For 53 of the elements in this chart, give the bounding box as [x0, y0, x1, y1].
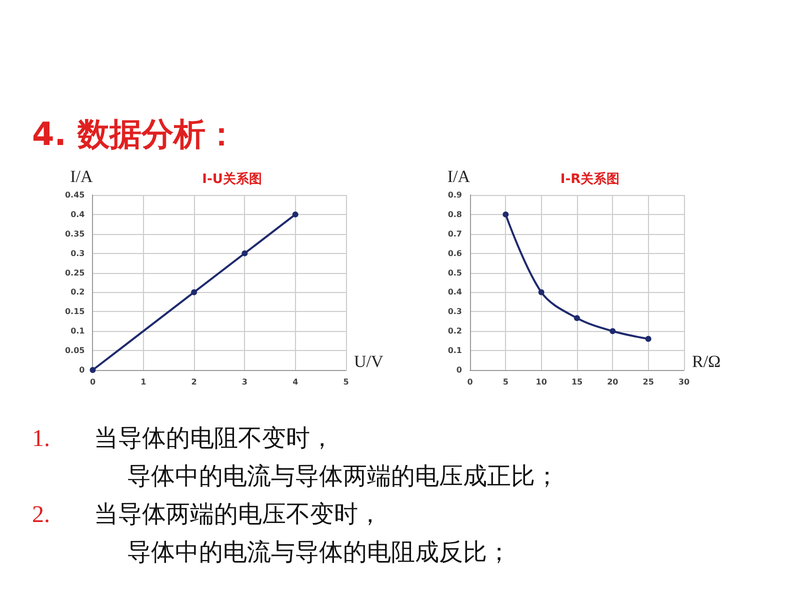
x-tick-label: 1 — [140, 378, 147, 386]
y-tick-label: 0.4 — [448, 288, 462, 297]
x-axis-title: U/V — [354, 352, 384, 371]
y-tick-label: 0.05 — [64, 346, 86, 356]
y-tick-label: 0.2 — [448, 326, 462, 336]
y-tick-label: 0.6 — [448, 248, 462, 258]
y-tick-label: 0.25 — [64, 268, 86, 278]
y-tick-label: 0.3 — [448, 307, 462, 316]
y-tick-label: 0.7 — [448, 229, 462, 238]
text: 导体中的电流与导体两端的电压成正比； — [126, 462, 559, 492]
point — [502, 211, 509, 218]
x-axis-title: R/Ω — [692, 352, 721, 371]
x-tick-label: 3 — [242, 378, 248, 386]
y-tick-label: 0.3 — [70, 248, 85, 258]
x-tick-label: 0 — [90, 378, 96, 386]
text: 1. 当导体的电阻不变时， — [32, 426, 334, 452]
x-tick-label: 4 — [292, 378, 299, 386]
x-tick-label: 5 — [343, 378, 350, 386]
point — [538, 289, 544, 296]
x-tick-label: 2 — [191, 378, 197, 386]
y-tick-label: 0.35 — [64, 229, 86, 238]
y-tick-label: 0.8 — [448, 210, 462, 219]
point — [292, 211, 298, 218]
x-tick-label: 5 — [502, 378, 509, 386]
point — [610, 328, 616, 334]
y-tick-label: 0.4 — [70, 210, 86, 219]
text: 2. 当导体两端的电压不变时， — [32, 502, 382, 528]
text: 4. 数据分析： — [32, 114, 238, 155]
y-tick-label: 0.1 — [448, 346, 462, 356]
x-tick-label: 25 — [642, 378, 654, 386]
chart-title: I-R关系图 — [560, 171, 620, 187]
y-tick-label: 0.9 — [448, 190, 462, 200]
point — [191, 289, 198, 296]
y-tick-label: 0.1 — [70, 326, 86, 336]
y-tick-label: 0 — [456, 366, 462, 374]
x-tick-label: 20 — [607, 378, 619, 386]
y-axis-title: I/A — [447, 167, 471, 186]
text: 导体中的电流与导体的电阻成反比； — [126, 538, 512, 568]
x-tick-label: 30 — [678, 378, 690, 386]
point — [242, 250, 248, 256]
point — [574, 315, 580, 322]
y-axis-title: I/A — [70, 167, 94, 186]
x-tick-label: 0 — [467, 378, 474, 386]
y-tick-label: 0.5 — [448, 268, 462, 278]
x-tick-label: 15 — [571, 378, 583, 386]
chart-title: I-U关系图 — [202, 171, 262, 187]
x-tick-label: 10 — [536, 378, 548, 386]
y-tick-label: 0.15 — [64, 307, 86, 316]
y-tick-label: 0.45 — [64, 190, 86, 200]
y-tick-label: 0.2 — [70, 288, 85, 297]
y-tick-label: 0 — [79, 366, 86, 374]
point — [90, 367, 96, 373]
point — [645, 336, 652, 342]
